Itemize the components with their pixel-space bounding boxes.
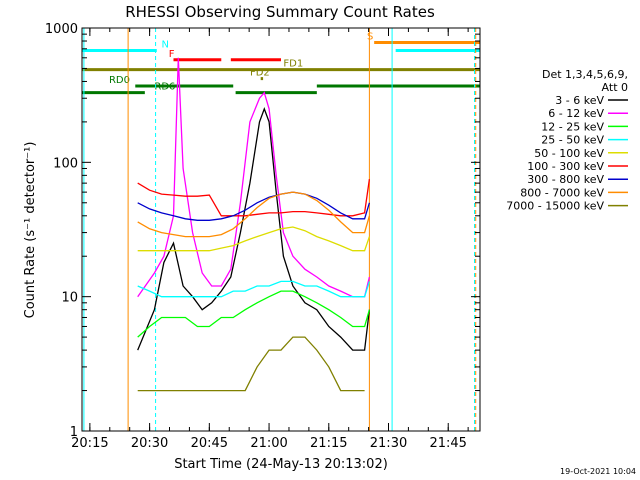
legend-label-7000-15000-kev: 7000 - 15000 keV [506, 200, 604, 213]
x-tick-label-21-00: 21:00 [250, 436, 287, 451]
series-25-50-kev [137, 280, 371, 298]
flag-bars-layer: N S F FD1 FD2 RD0 RD6 [82, 31, 480, 95]
series-12-25-kev [137, 290, 371, 338]
vertical-markers-layer [83, 28, 477, 431]
series-7000-15000-kev [137, 336, 365, 392]
legend-label-25-50-kev: 25 - 50 keV [541, 134, 604, 147]
legend-header-line-1: Det 1,3,4,5,6,9, [542, 68, 628, 81]
flag-rd0-label: RD0 [109, 75, 130, 86]
legend-item-7000-15000-kev: 7000 - 15000 keV [506, 200, 628, 213]
x-tick-label-21-45: 21:45 [429, 436, 466, 451]
flag-s-label: S [367, 31, 373, 42]
flag-rd0: RD0 [109, 75, 480, 88]
legend-label-800-7000-kev: 800 - 7000 keV [520, 186, 604, 199]
series-50-100-kev [137, 226, 371, 252]
y-tick-label-1: 1 [70, 425, 78, 440]
y-tick-label-100: 100 [53, 156, 78, 171]
axes-layer: 20:15 20:30 20:45 21:00 21:15 21:30 21:45 1 10 10… [45, 22, 480, 451]
legend-label-50-100-kev: 50 - 100 keV [534, 147, 604, 160]
legend-label-12-25-kev: 12 - 25 keV [541, 120, 604, 133]
y-tick-label-1000: 1000 [45, 22, 78, 37]
series-6-12-kev [137, 57, 371, 298]
y-tick-label-10: 10 [61, 291, 78, 306]
flag-fd2: FD2 [250, 68, 270, 81]
timestamp: 19-Oct-2021 10:04 [560, 467, 636, 476]
series-800-7000-kev [137, 191, 371, 238]
chart-title: RHESSI Observing Summary Count Rates [125, 3, 435, 21]
flag-n-label: N [162, 39, 169, 50]
legend-item-3-6-kev: 3 - 6 keV [555, 94, 628, 107]
legend-item-300-800-kev: 300 - 800 keV [527, 173, 628, 186]
flag-s: S [367, 31, 480, 44]
legend-label-100-300-kev: 100 - 300 keV [527, 160, 604, 173]
legend-item-12-25-kev: 12 - 25 keV [541, 120, 628, 133]
legend-label-3-6-kev: 3 - 6 keV [555, 94, 604, 107]
flag-f: F [169, 49, 281, 62]
legend-item-50-100-kev: 50 - 100 keV [534, 147, 628, 160]
flag-fd1-label: FD1 [283, 59, 303, 70]
legend-item-800-7000-kev: 800 - 7000 keV [520, 186, 628, 199]
series-300-800-kev [137, 191, 371, 221]
flag-f-label: F [169, 49, 175, 60]
x-tick-label-21-15: 21:15 [310, 436, 347, 451]
series-3-6-kev [137, 107, 371, 351]
flag-rd6: RD6 [82, 82, 317, 95]
x-tick-label-20-30: 20:30 [131, 436, 168, 451]
y-axis-label: Count Rate (s⁻¹ detector⁻¹) [23, 142, 38, 319]
flag-rd6-label: RD6 [154, 82, 175, 93]
x-tick-label-20-45: 20:45 [191, 436, 228, 451]
plot-frame [81, 27, 481, 432]
flag-n: N [82, 39, 480, 52]
legend-item-6-12-kev: 6 - 12 keV [548, 107, 628, 120]
x-axis-label: Start Time (24-May-13 20:13:02) [174, 457, 388, 472]
legend-header-line-2: Att 0 [602, 81, 628, 94]
legend-item-25-50-kev: 25 - 50 keV [541, 134, 628, 147]
x-tick-label-21-30: 21:30 [370, 436, 407, 451]
series-layer [137, 57, 371, 392]
flag-fd2-label: FD2 [250, 68, 270, 79]
series-100-300-kev [137, 179, 371, 217]
flag-fd1: FD1 [82, 59, 480, 72]
legend-item-100-300-kev: 100 - 300 keV [527, 160, 628, 173]
legend-label-300-800-kev: 300 - 800 keV [527, 173, 604, 186]
x-tick-label-20-15: 20:15 [71, 436, 108, 451]
legend-label-6-12-kev: 6 - 12 keV [548, 107, 604, 120]
